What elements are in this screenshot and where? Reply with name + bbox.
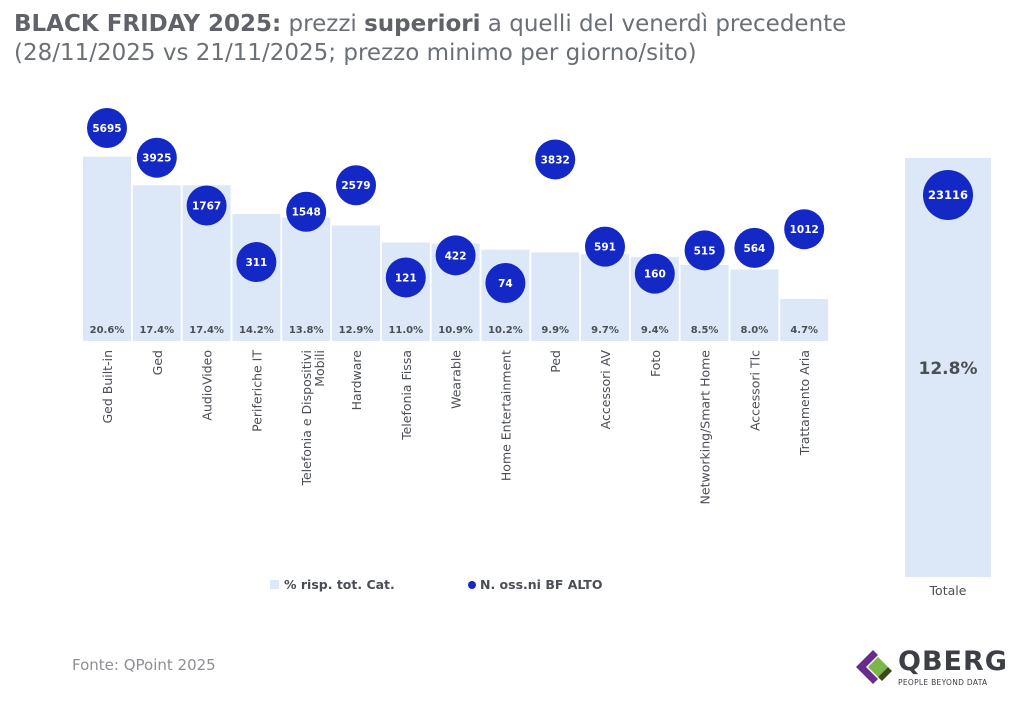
bar-value-label: 20.6% xyxy=(90,325,125,336)
bar-4 xyxy=(282,217,331,341)
observation-label: 422 xyxy=(445,250,467,262)
qberg-logo: QBERG PEOPLE BEYOND DATA xyxy=(852,646,1007,692)
category-label: Foto xyxy=(648,350,663,377)
observation-dot-12 xyxy=(684,230,725,271)
observation-label: 3925 xyxy=(142,153,171,165)
observation-dot-2 xyxy=(186,185,227,226)
observation-dot-9 xyxy=(535,139,576,180)
observation-label: 2579 xyxy=(341,180,370,192)
bar-value-label: 12.9% xyxy=(339,325,374,336)
bar-value-label: 9.9% xyxy=(541,325,569,336)
title-text-1: prezzi xyxy=(281,11,365,37)
bar-value-label: 14.2% xyxy=(239,325,274,336)
bar-9 xyxy=(531,252,580,341)
observation-dot-5 xyxy=(336,165,376,206)
observation-label: 5695 xyxy=(92,123,121,135)
observation-dot-0 xyxy=(87,108,127,148)
total-value-label: 12.8% xyxy=(919,359,978,379)
observation-dot-6 xyxy=(385,257,426,298)
observation-label: 3832 xyxy=(541,154,570,166)
title-text-2: a quelli del venerdì precedente xyxy=(480,11,847,37)
observation-dot-3 xyxy=(236,242,277,283)
legend-dot-swatch xyxy=(468,581,476,589)
observation-label: 591 xyxy=(594,242,616,254)
logo-icon xyxy=(856,650,892,684)
category-label: Telefonia e Dispositivi xyxy=(299,350,314,487)
bar-14 xyxy=(780,298,829,341)
legend-bar-label: % risp. tot. Cat. xyxy=(284,577,395,592)
observation-label: 1548 xyxy=(292,207,321,219)
category-label: Ped xyxy=(548,350,563,373)
chart-subtitle: (28/11/2025 vs 21/11/2025; prezzo minimo… xyxy=(14,40,697,66)
chart-title: BLACK FRIDAY 2025: prezzi superiori a qu… xyxy=(14,10,1014,68)
bar-chart: 20.6% 5695 Ged Built-in 17.4% 3925 Ged 17.4% 17… xyxy=(83,108,991,598)
observation-dot-8 xyxy=(485,263,526,303)
bar-value-label: 10.2% xyxy=(488,325,523,336)
observation-dot-14 xyxy=(784,209,825,250)
observation-dot-10 xyxy=(585,226,625,267)
category-label: Telefonia Fissa xyxy=(399,350,414,441)
observation-dot-7 xyxy=(435,235,476,276)
category-label: Home Entertainment xyxy=(498,350,513,481)
observation-dot-11 xyxy=(634,253,675,294)
observation-dot-13 xyxy=(734,227,775,268)
observation-dot-1 xyxy=(136,137,177,178)
category-label: Periferiche IT xyxy=(249,350,264,432)
bar-value-label: 8.5% xyxy=(691,325,719,336)
bar-value-label: 4.7% xyxy=(790,325,818,336)
observation-label: 121 xyxy=(395,272,417,284)
bar-13 xyxy=(730,269,779,341)
title-bold-2: superiori xyxy=(364,11,481,37)
bar-1 xyxy=(132,185,181,341)
category-label: Accessori Tlc xyxy=(747,350,762,431)
observation-label: 74 xyxy=(498,278,513,290)
bar-value-label: 10.9% xyxy=(438,325,473,336)
total-observation-dot xyxy=(923,170,973,220)
bar-value-label: 9.4% xyxy=(641,325,669,336)
bar-value-label: 17.4% xyxy=(139,325,174,336)
observation-label: 311 xyxy=(245,257,267,269)
bar-value-label: 8.0% xyxy=(741,325,769,336)
legend-bar-swatch xyxy=(270,580,279,589)
observation-label: 160 xyxy=(644,269,666,281)
logo-name: QBERG xyxy=(898,646,1008,677)
bar-value-label: 9.7% xyxy=(591,325,619,336)
observation-dot-4 xyxy=(286,191,327,232)
category-label: Networking/Smart Home xyxy=(698,350,713,505)
category-label: Hardware xyxy=(349,350,364,411)
bar-5 xyxy=(332,225,380,341)
category-label: Accessori AV xyxy=(598,350,613,430)
legend-dot-label: N. oss.ni BF ALTO xyxy=(480,577,602,592)
total-category-label: Totale xyxy=(929,583,967,598)
bar-12 xyxy=(680,264,729,341)
total-bar xyxy=(905,158,991,577)
bar-value-label: 13.8% xyxy=(289,325,324,336)
category-label: AudioVideo xyxy=(200,350,215,421)
category-label: Ged xyxy=(150,350,165,375)
title-bold-1: BLACK FRIDAY 2025: xyxy=(14,11,282,37)
category-label: Ged Built-in xyxy=(100,350,115,424)
bar-value-label: 17.4% xyxy=(189,325,224,336)
logo-tagline: PEOPLE BEYOND DATA xyxy=(898,678,988,687)
total-observation-label: 23116 xyxy=(928,188,968,202)
bar-value-label: 11.0% xyxy=(388,325,423,336)
observation-label: 564 xyxy=(743,243,765,255)
bar-0 xyxy=(83,156,131,341)
category-label: Trattamento Aria xyxy=(797,350,812,456)
category-label: Mobili xyxy=(312,350,327,387)
observation-label: 1012 xyxy=(790,224,819,236)
category-label: Wearable xyxy=(449,350,464,409)
observation-label: 515 xyxy=(694,245,716,257)
source-note: Fonte: QPoint 2025 xyxy=(72,656,216,674)
bar-10 xyxy=(581,254,629,341)
observation-label: 1767 xyxy=(192,200,221,212)
